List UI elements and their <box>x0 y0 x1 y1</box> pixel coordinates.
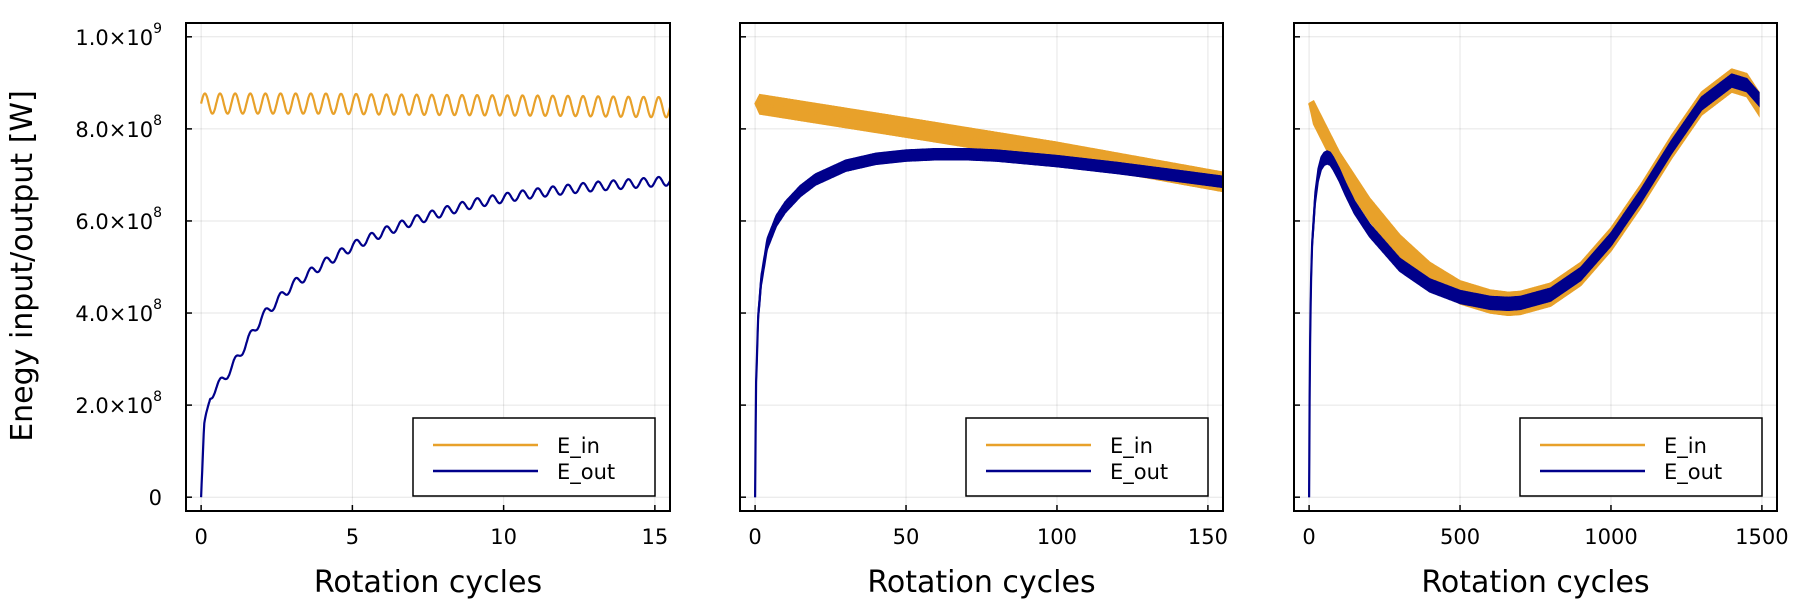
series-e-out-line <box>754 153 1223 498</box>
plot-area <box>200 92 670 498</box>
x-tick-label: 1500 <box>1735 525 1788 549</box>
x-tick-label: 1000 <box>1584 525 1637 549</box>
y-tick-label: 2.0×108 <box>75 389 162 418</box>
series-e-out-band <box>754 147 1223 498</box>
series-e-in-band <box>1308 68 1760 317</box>
y-tick-label: 0 <box>149 486 162 510</box>
legend-label: E_out <box>557 460 615 485</box>
x-axis-label: Rotation cycles <box>314 565 542 600</box>
legend-label: E_in <box>557 434 600 459</box>
panel-cycles-0-150: 0 50 100 150 Rotation cycles E_inE_out <box>739 22 1228 600</box>
panel-cycles-0-1500: 0 500 1000 1500 Rotation cycles E_inE_out <box>1293 22 1789 600</box>
y-tick-label: 1.0×109 <box>75 21 162 50</box>
x-tick-label: 0 <box>748 525 761 549</box>
x-axis-label: Rotation cycles <box>867 565 1095 600</box>
plot-frame <box>185 22 671 512</box>
series-e-out-line <box>200 175 670 498</box>
series-e-out-line <box>1308 79 1760 498</box>
legend-label: E_in <box>1664 434 1707 459</box>
y-tick-label: 8.0×108 <box>75 113 162 142</box>
x-tick-label: 50 <box>893 525 920 549</box>
legend-box <box>965 417 1209 497</box>
legend: E_inE_out <box>412 417 656 497</box>
plot-area <box>1308 68 1760 498</box>
legend: E_inE_out <box>965 417 1209 497</box>
x-axis-label: Rotation cycles <box>1421 565 1649 600</box>
legend-label: E_in <box>1110 434 1153 459</box>
x-tick-label: 150 <box>1188 525 1228 549</box>
plot-frame <box>739 22 1224 512</box>
y-tick-label: 6.0×108 <box>75 205 162 234</box>
panel-cycles-0-15: 0 5 10 15 0 2.0×108 4.0×108 6.0×108 8.0×108 1.0×1… <box>75 21 671 600</box>
x-tick-label: 15 <box>642 525 669 549</box>
legend-box <box>412 417 656 497</box>
legend: E_inE_out <box>1519 417 1763 497</box>
y-axis-label: Enegy input/output [W] <box>5 90 40 442</box>
legend-box <box>1519 417 1763 497</box>
x-tick-label: 10 <box>490 525 517 549</box>
x-tick-label: 5 <box>346 525 359 549</box>
plot-area <box>754 93 1223 498</box>
y-tick-label: 4.0×108 <box>75 297 162 326</box>
x-tick-label: 100 <box>1037 525 1077 549</box>
plot-frame <box>1293 22 1778 512</box>
x-tick-label: 500 <box>1440 525 1480 549</box>
legend-label: E_out <box>1664 460 1722 485</box>
x-tick-label: 0 <box>1302 525 1315 549</box>
legend-label: E_out <box>1110 460 1168 485</box>
x-tick-label: 0 <box>194 525 207 549</box>
series-e-in-line <box>200 92 670 119</box>
